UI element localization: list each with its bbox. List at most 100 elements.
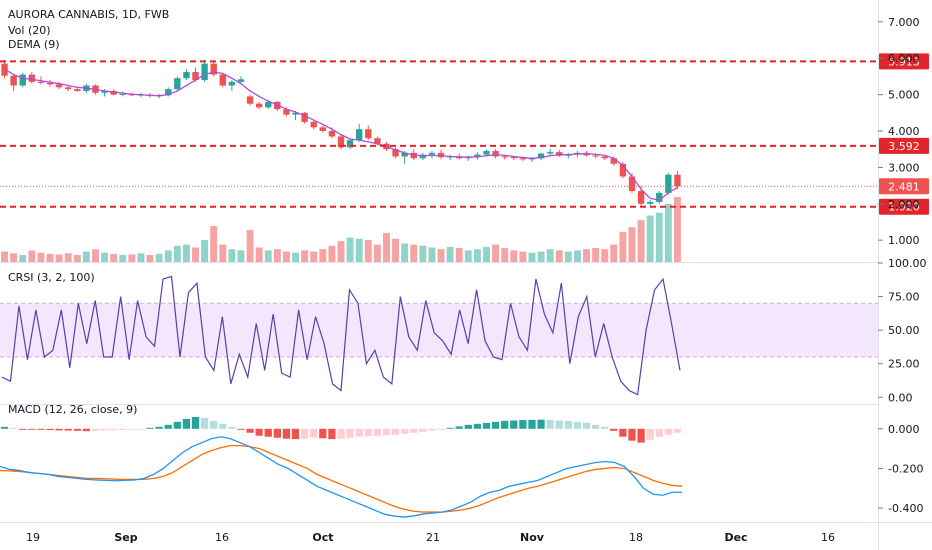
volume-bar: [437, 249, 445, 262]
x-tick-label: 21: [426, 531, 440, 544]
candle: [219, 72, 226, 88]
candle: [392, 147, 399, 159]
macd-pane-title[interactable]: MACD (12, 26, close, 9): [8, 403, 137, 416]
volume-bar: [37, 252, 45, 262]
volume-bar: [519, 251, 527, 262]
macd-histogram-bar: [591, 424, 600, 429]
volume-bar: [182, 244, 190, 262]
candle: [65, 85, 72, 91]
macd-histogram-bar: [510, 420, 518, 429]
macd-histogram-bar: [364, 428, 372, 437]
macd-histogram-bar: [410, 428, 418, 433]
volume-bar: [155, 253, 163, 262]
macd-histogram-bar: [573, 421, 582, 429]
macd-histogram-bar: [373, 428, 382, 436]
macd-histogram-bar: [319, 428, 327, 439]
macd-histogram-bar: [355, 428, 363, 437]
volume-bar: [401, 243, 409, 262]
macd-histogram-bar: [310, 428, 318, 438]
x-tick-label: Nov: [520, 531, 545, 544]
y-tick-label: 6.000: [888, 52, 920, 65]
y-tick-label: 5.000: [888, 89, 920, 102]
macd-histogram-bar: [337, 428, 345, 439]
candle: [446, 154, 454, 161]
candle: [365, 125, 372, 141]
candle: [656, 191, 663, 204]
volume-bar: [246, 230, 254, 262]
volume-bar: [573, 250, 581, 262]
x-tick-label: 19: [26, 531, 40, 544]
candle: [674, 171, 681, 190]
macd-histogram-bar: [491, 421, 500, 429]
dema-indicator-label[interactable]: DEMA (9): [8, 38, 60, 51]
macd-histogram-bar: [328, 428, 336, 440]
volume-bar: [364, 239, 372, 262]
candle: [201, 60, 208, 82]
macd-histogram-bar: [655, 428, 663, 437]
crsi-band: [0, 303, 878, 357]
volume-bar: [146, 255, 154, 262]
macd-histogram-bar: [582, 422, 591, 429]
vol-indicator-label[interactable]: Vol (20): [8, 24, 51, 37]
macd-histogram-bar: [246, 428, 254, 433]
volume-bar: [383, 232, 390, 262]
candle-layer: [1, 60, 681, 206]
candle: [319, 125, 326, 133]
macd-histogram-bar: [664, 428, 672, 435]
volume-bar: [101, 252, 109, 262]
macd-histogram-bar: [91, 428, 100, 431]
level-price-tag: [879, 137, 929, 154]
macd-histogram-bar: [82, 428, 91, 432]
volume-bar: [610, 244, 618, 262]
x-tick-label: Dec: [724, 531, 747, 544]
candle: [437, 149, 445, 160]
crsi-pane-title[interactable]: CRSI (3, 2, 100): [8, 271, 95, 284]
y-tick-label: 4.000: [888, 125, 920, 138]
candle: [28, 72, 36, 84]
volume-bar: [319, 249, 327, 262]
volume-bar: [373, 244, 381, 262]
macd-histogram-bar: [619, 428, 627, 437]
candle: [474, 152, 481, 160]
macd-histogram-bar: [137, 428, 145, 430]
candle: [210, 61, 217, 77]
macd-histogram-bar: [10, 427, 18, 429]
macd-histogram-bar: [119, 428, 127, 430]
candle: [10, 74, 17, 91]
macd-histogram-bar: [200, 417, 209, 429]
x-axis[interactable]: 19 Sep 16 Oct 21 Nov 18 Dec 16: [26, 531, 835, 544]
volume-bar: [664, 203, 672, 262]
y-axis[interactable]: 7.000 6.000 5.000 4.000 3.000 2.000 1.000 100.0…: [878, 16, 927, 515]
dema-layer: [4, 68, 678, 201]
macd-histogram-bar: [646, 428, 654, 440]
y-tick-label: 100.00: [888, 257, 927, 270]
volume-bar: [110, 253, 118, 262]
macd-histogram-bar: [637, 428, 645, 443]
macd-histogram-bar: [282, 428, 291, 439]
macd-histogram-bar: [564, 420, 572, 429]
macd-histogram-bar: [519, 420, 527, 429]
volume-bar: [419, 245, 427, 262]
volume-bar: [637, 220, 645, 262]
volume-bar: [528, 252, 536, 262]
candle: [228, 80, 236, 91]
level-price-tag: [879, 53, 929, 70]
volume-bar: [264, 250, 272, 262]
volume-bar: [255, 247, 263, 262]
x-tick-label: 16: [215, 531, 229, 544]
macd-histogram-bar: [673, 428, 682, 433]
y-tick-label: 0.000: [888, 423, 920, 436]
candle: [237, 76, 245, 84]
macd-histogram-bar: [100, 428, 109, 431]
macd-layer: [0, 416, 683, 518]
x-tick-label: 16: [821, 531, 835, 544]
x-tick-label: Oct: [312, 531, 333, 544]
volume-bar: [55, 254, 63, 262]
y-tick-label: 3.000: [888, 161, 920, 174]
y-tick-label: 0.00: [888, 391, 913, 404]
macd-histogram-bar: [482, 422, 491, 429]
macd-histogram-bar: [601, 426, 609, 429]
macd-signal-line: [0, 445, 683, 513]
volume-bar: [1, 251, 9, 262]
